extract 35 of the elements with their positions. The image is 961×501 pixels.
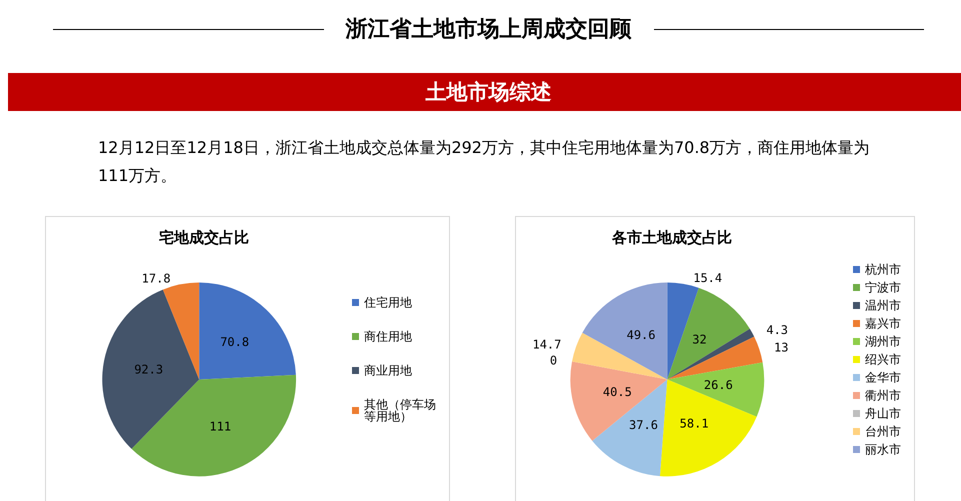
text: 浙江省土地市场上周成交回顾: [344, 16, 632, 44]
data-label: 92.3: [134, 362, 164, 377]
legend-label: 湖州市: [865, 334, 901, 348]
data-label: 37.6: [629, 418, 658, 432]
legend-label: 台州市: [865, 424, 901, 438]
data-label: 111: [209, 419, 232, 434]
data-label: 32: [692, 332, 707, 346]
data-label: 14.7: [532, 338, 562, 352]
data-label: 17.8: [142, 271, 171, 286]
legend-label: 住宅用地: [363, 296, 412, 310]
legend-label: 舟山市: [865, 406, 901, 420]
legend-label: 杭州市: [864, 262, 901, 276]
chart-title: 宅地成交占比: [159, 228, 250, 246]
data-label: 58.1: [680, 416, 709, 430]
legend-label: 其他（停车场等用地）: [364, 398, 436, 424]
data-label: 13: [774, 340, 788, 354]
legend-label: 丽水市: [865, 442, 901, 456]
data-label: 49.6: [626, 328, 656, 342]
legend-label: 宁波市: [865, 280, 901, 294]
text: 12月12日至12月18日，浙江省土地成交总体量为292万方，其中住宅用地体量为70.8万方，商住用地体量为111万方。: [98, 137, 871, 187]
legend-label: 衢州市: [865, 388, 901, 402]
data-label: 4.3: [766, 322, 788, 337]
legend-label: 温州市: [865, 298, 901, 312]
data-label: 40.5: [602, 385, 632, 400]
legend-label: 商业用地: [364, 364, 412, 378]
data-label: 15.4: [693, 270, 722, 285]
legend-label: 嘉兴市: [865, 316, 901, 330]
text: 土地市场综述: [8, 73, 961, 111]
data-label: 70.8: [220, 335, 250, 350]
text: 0: [550, 353, 558, 368]
legend-label: 商住用地: [364, 330, 412, 344]
legend-label: 金华市: [865, 370, 901, 384]
chart-title: 各市土地成交占比: [611, 228, 732, 246]
data-label: 26.6: [704, 378, 733, 392]
legend-label: 绍兴市: [865, 352, 901, 366]
